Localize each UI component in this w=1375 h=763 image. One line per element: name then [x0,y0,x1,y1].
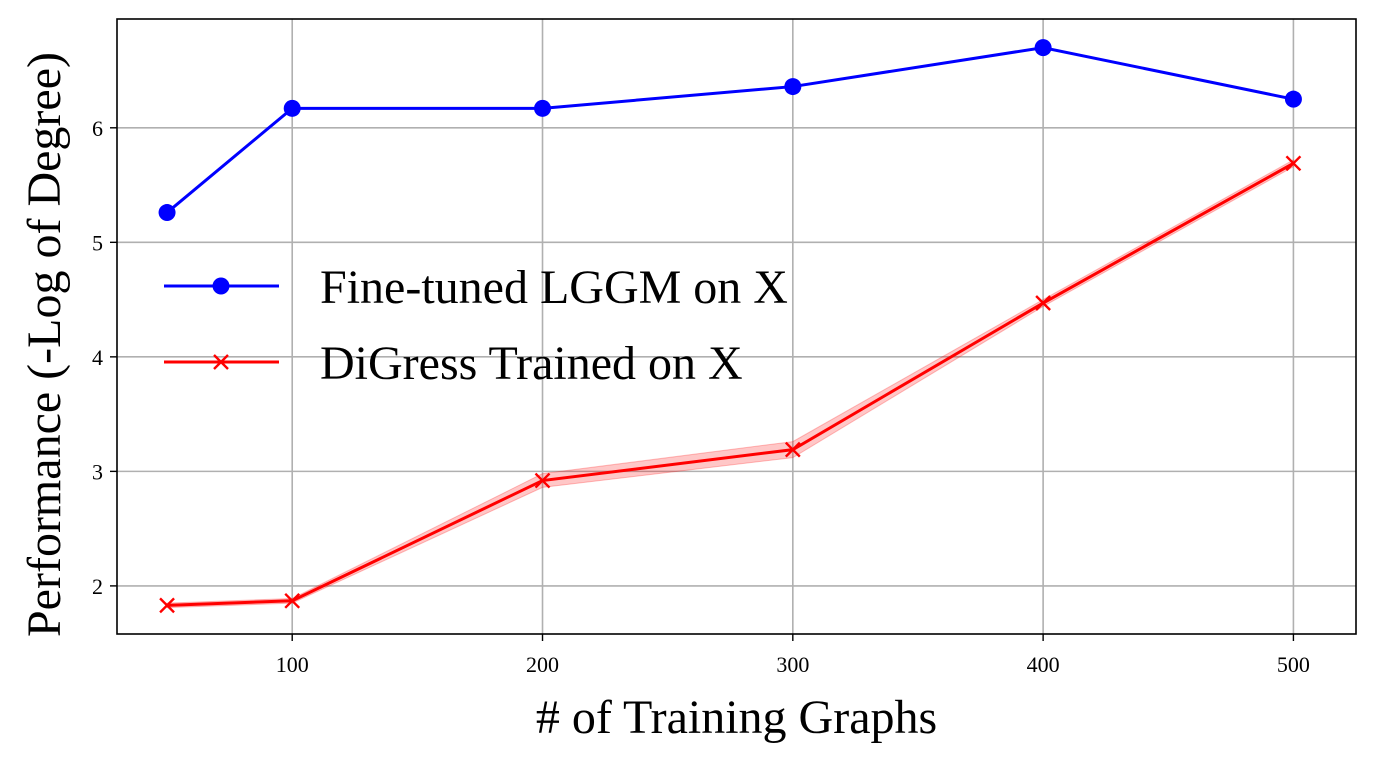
data-point-digress-trained-on-x-400 [1035,295,1051,311]
x-marker-stroke [159,597,175,614]
x-tick-label-100: 100 [276,652,309,677]
tick-marks [110,127,1295,641]
data-point-digress-trained-on-x-300 [784,441,801,458]
legend-marker-x [213,354,229,370]
confidence-bands [166,159,1294,609]
data-point-fine-tuned-lggm-on-x-300 [784,78,802,96]
legend-marker-circle [212,277,230,295]
y-tick-label-2: 2 [92,574,103,599]
y-tick-label-4: 4 [92,345,103,370]
x-tick-label-400: 400 [1027,652,1060,677]
data-point-fine-tuned-lggm-on-x-500 [1284,90,1302,108]
legend-item-fine-tuned-lggm: Fine-tuned LGGM on X [164,261,788,314]
legend: Fine-tuned LGGM on X DiGress Trained on … [164,261,788,390]
series-line-digress-trained-on-x [167,161,1295,607]
y-axis-label: Performance (-Log of Degree) [18,52,71,637]
x-axis-label: # of Training Graphs [536,691,937,744]
x-marker-stroke [284,592,301,609]
grid [117,19,1356,634]
data-point-digress-trained-on-x-500 [1285,155,1302,172]
data-point-fine-tuned-lggm-on-x-50 [158,204,176,222]
x-marker-stroke [1035,295,1051,311]
confidence-band-digress-trained-on-x [166,159,1294,609]
x-tick-label-200: 200 [526,652,559,677]
x-tick-label-300: 300 [776,652,809,677]
data-point-digress-trained-on-x-50 [159,597,175,614]
data-point-fine-tuned-lggm-on-x-400 [1034,39,1052,57]
tick-labels: 100 200 300 400 500 2 3 4 5 6 [92,116,1310,677]
data-point-digress-trained-on-x-100 [284,592,301,609]
data-point-fine-tuned-lggm-on-x-100 [283,99,301,117]
data-point-fine-tuned-lggm-on-x-200 [534,99,552,117]
y-tick-label-6: 6 [92,116,103,141]
x-marker-stroke [784,441,801,458]
x-marker-stroke [534,472,551,489]
series-line-fine-tuned-lggm-on-x [166,46,1294,214]
y-tick-label-3: 3 [92,459,103,484]
plot-frame [116,18,1357,635]
series-lines [158,39,1302,614]
x-marker-stroke [213,354,229,370]
legend-item-digress: DiGress Trained on X [164,337,743,390]
legend-label-digress: DiGress Trained on X [320,337,743,390]
data-point-digress-trained-on-x-200 [534,472,551,489]
legend-label-fine-tuned-lggm: Fine-tuned LGGM on X [320,261,788,314]
x-tick-label-500: 500 [1277,652,1310,677]
x-marker-stroke [1285,155,1302,172]
y-tick-label-5: 5 [92,230,103,255]
